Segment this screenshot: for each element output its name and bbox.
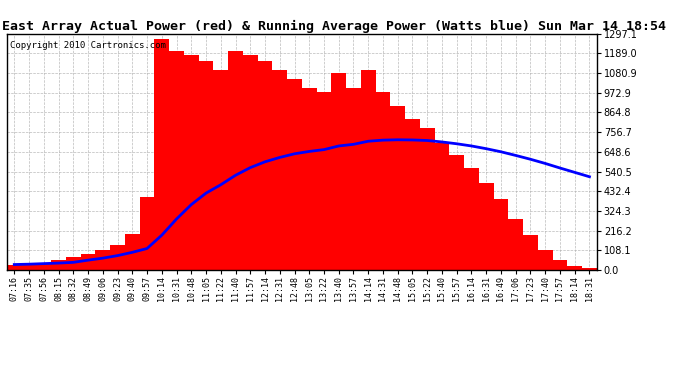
Bar: [375, 92, 391, 270]
Bar: [21, 264, 37, 270]
Bar: [302, 88, 317, 270]
Bar: [346, 88, 361, 270]
Bar: [7, 264, 21, 270]
Bar: [435, 142, 449, 270]
Bar: [538, 250, 553, 270]
Bar: [95, 250, 110, 270]
Bar: [493, 199, 509, 270]
Bar: [228, 51, 243, 270]
Bar: [391, 106, 405, 270]
Bar: [199, 60, 213, 270]
Bar: [243, 55, 257, 270]
Bar: [257, 60, 273, 270]
Bar: [479, 183, 493, 270]
Bar: [405, 119, 420, 270]
Bar: [464, 168, 479, 270]
Bar: [155, 39, 169, 270]
Bar: [81, 254, 95, 270]
Bar: [51, 260, 66, 270]
Bar: [317, 92, 331, 270]
Bar: [420, 128, 435, 270]
Bar: [66, 257, 81, 270]
Bar: [184, 55, 199, 270]
Bar: [553, 260, 567, 270]
Text: East Array Actual Power (red) & Running Average Power (Watts blue) Sun Mar 14 18: East Array Actual Power (red) & Running …: [2, 20, 666, 33]
Bar: [582, 268, 597, 270]
Bar: [287, 79, 302, 270]
Bar: [331, 73, 346, 270]
Bar: [169, 51, 184, 270]
Bar: [273, 70, 287, 270]
Bar: [37, 263, 51, 270]
Bar: [139, 197, 155, 270]
Bar: [449, 155, 464, 270]
Bar: [567, 266, 582, 270]
Bar: [361, 70, 375, 270]
Bar: [509, 219, 523, 270]
Bar: [213, 70, 228, 270]
Bar: [125, 234, 139, 270]
Text: Copyright 2010 Cartronics.com: Copyright 2010 Cartronics.com: [10, 41, 166, 50]
Bar: [110, 244, 125, 270]
Bar: [523, 236, 538, 270]
